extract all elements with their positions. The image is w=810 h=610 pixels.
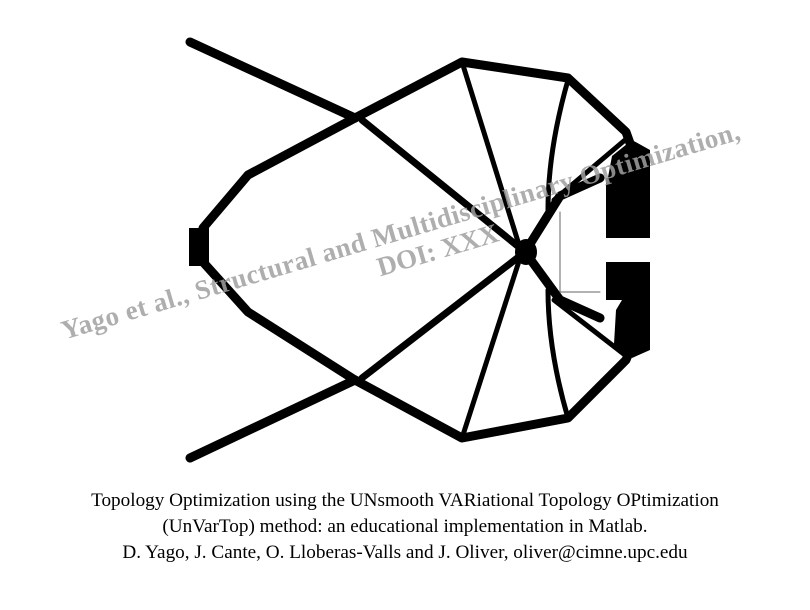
upper-spoke-2 xyxy=(545,77,571,213)
caption-title-line-1: Topology Optimization using the UNsmooth… xyxy=(91,490,719,511)
lower-spoke-2 xyxy=(545,287,571,421)
figure-caption: Topology Optimization using the UNsmooth… xyxy=(0,488,810,566)
caption-title-line-2: (UnVarTop) method: an educational implem… xyxy=(162,516,648,537)
diag-lower-left xyxy=(358,248,529,382)
diag-upper-left xyxy=(358,116,529,256)
lower-spoke-3 xyxy=(551,297,628,358)
lower-arm-inner xyxy=(198,257,360,385)
right-c-lower-bar xyxy=(606,262,650,300)
upper-spoke-1 xyxy=(459,59,523,251)
center-lower-link xyxy=(520,247,605,323)
caption-authors-line: D. Yago, J. Cante, O. Lloberas-Valls and… xyxy=(122,542,688,563)
topology-structure-figure xyxy=(185,37,652,463)
right-c-inner-hollow-top xyxy=(618,196,632,222)
center-upper-link xyxy=(520,173,605,257)
left-support xyxy=(189,228,209,266)
guide-line xyxy=(559,211,601,293)
central-node xyxy=(515,239,537,265)
upper-arm-outer xyxy=(185,37,360,123)
lower-arm-outer xyxy=(185,375,360,463)
lower-spoke-1 xyxy=(459,255,523,441)
right-c-notch xyxy=(612,240,652,254)
upper-arm-inner xyxy=(198,113,360,233)
